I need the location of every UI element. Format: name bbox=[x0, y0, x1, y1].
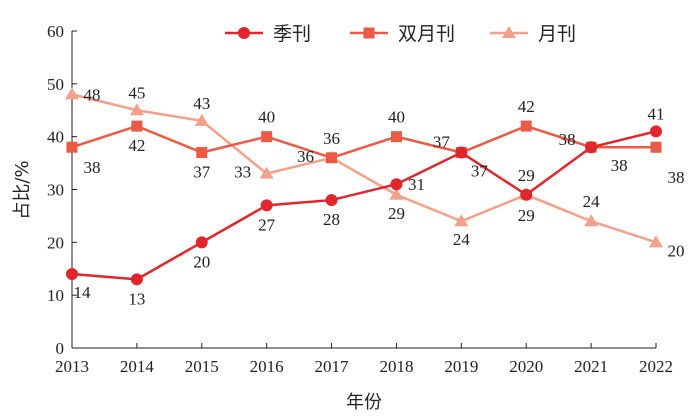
data-point bbox=[326, 152, 338, 164]
data-point bbox=[454, 214, 469, 227]
data-point bbox=[65, 87, 79, 100]
data-point bbox=[520, 120, 532, 132]
data-point bbox=[649, 235, 663, 248]
data-label: 20 bbox=[668, 241, 685, 260]
data-label: 28 bbox=[323, 210, 340, 229]
x-axis-title: 年份 bbox=[346, 392, 382, 413]
y-tick-label: 60 bbox=[47, 22, 64, 41]
y-tick-label: 40 bbox=[47, 128, 64, 147]
data-label: 27 bbox=[258, 215, 276, 234]
data-label: 41 bbox=[648, 104, 665, 123]
x-tick-label: 2013 bbox=[55, 357, 89, 376]
x-tick-label: 2022 bbox=[639, 357, 673, 376]
legend-label: 双月刊 bbox=[398, 23, 455, 45]
data-point bbox=[389, 187, 404, 200]
series-line bbox=[71, 130, 657, 281]
data-point bbox=[585, 141, 598, 154]
legend-item: 双月刊 bbox=[350, 23, 455, 45]
series-月刊 bbox=[65, 87, 663, 248]
data-label: 38 bbox=[84, 158, 101, 177]
data-point bbox=[260, 199, 273, 212]
y-tick-label: 0 bbox=[56, 339, 65, 358]
x-tick-label: 2016 bbox=[250, 357, 284, 376]
y-tick-label: 20 bbox=[47, 233, 64, 252]
data-point bbox=[194, 113, 209, 126]
data-label: 38 bbox=[559, 130, 576, 149]
data-point bbox=[520, 188, 533, 201]
data-label: 31 bbox=[408, 175, 425, 194]
data-label: 33 bbox=[234, 163, 251, 182]
x-tick-label: 2014 bbox=[120, 357, 155, 376]
x-tick-label: 2020 bbox=[509, 357, 543, 376]
data-point bbox=[130, 273, 143, 286]
data-label: 36 bbox=[297, 147, 314, 166]
data-label: 38 bbox=[611, 156, 628, 175]
y-tick-label: 50 bbox=[47, 75, 64, 94]
data-label: 48 bbox=[84, 85, 101, 104]
x-tick-label: 2021 bbox=[574, 357, 608, 376]
data-point bbox=[129, 103, 144, 116]
data-label: 38 bbox=[668, 168, 685, 187]
data-point bbox=[131, 120, 143, 132]
data-label: 40 bbox=[388, 108, 405, 127]
data-label: 40 bbox=[258, 108, 275, 127]
series-line bbox=[71, 93, 657, 244]
data-label: 37 bbox=[471, 162, 489, 181]
data-label: 29 bbox=[518, 206, 535, 225]
data-label: 36 bbox=[323, 129, 340, 148]
legend-item: 月刊 bbox=[490, 23, 576, 45]
x-tick-label: 2019 bbox=[444, 357, 478, 376]
data-point bbox=[261, 131, 273, 143]
data-point bbox=[66, 268, 78, 281]
data-point bbox=[259, 166, 274, 179]
legend-label: 月刊 bbox=[538, 23, 576, 45]
legend-item: 季刊 bbox=[225, 23, 311, 45]
data-point bbox=[196, 147, 208, 159]
legend-marker bbox=[363, 27, 375, 39]
data-point bbox=[650, 125, 662, 138]
y-tick-label: 30 bbox=[47, 181, 64, 200]
y-axis-title: 占比/% bbox=[12, 160, 33, 219]
data-label: 14 bbox=[74, 283, 92, 302]
data-point bbox=[455, 146, 468, 159]
y-tick-label: 10 bbox=[47, 286, 64, 305]
data-label: 29 bbox=[518, 166, 535, 185]
x-tick-label: 2015 bbox=[185, 357, 219, 376]
data-point bbox=[325, 194, 338, 207]
data-label: 37 bbox=[433, 133, 451, 152]
data-label: 42 bbox=[518, 97, 535, 116]
x-tick-label: 2018 bbox=[379, 357, 413, 376]
data-label: 37 bbox=[193, 163, 211, 182]
legend-marker bbox=[502, 26, 516, 38]
x-tick-label: 2017 bbox=[315, 357, 350, 376]
data-point bbox=[390, 178, 403, 191]
legend-label: 季刊 bbox=[273, 23, 311, 45]
data-label: 24 bbox=[583, 192, 601, 211]
data-point bbox=[390, 131, 402, 143]
data-point bbox=[650, 141, 662, 153]
series-季刊 bbox=[66, 125, 662, 286]
series-line bbox=[71, 124, 656, 160]
legend: 季刊 双月刊 月刊 bbox=[225, 23, 576, 45]
series-双月刊 bbox=[66, 120, 662, 164]
data-label: 20 bbox=[193, 252, 210, 271]
data-point bbox=[66, 141, 78, 153]
data-label: 13 bbox=[128, 289, 145, 308]
data-label: 42 bbox=[128, 136, 145, 155]
data-label: 45 bbox=[128, 83, 145, 102]
legend-marker bbox=[238, 27, 250, 39]
data-label: 24 bbox=[453, 230, 471, 249]
data-label: 29 bbox=[388, 204, 405, 223]
data-label: 43 bbox=[193, 94, 210, 113]
data-point bbox=[584, 214, 599, 227]
data-point bbox=[195, 236, 208, 249]
